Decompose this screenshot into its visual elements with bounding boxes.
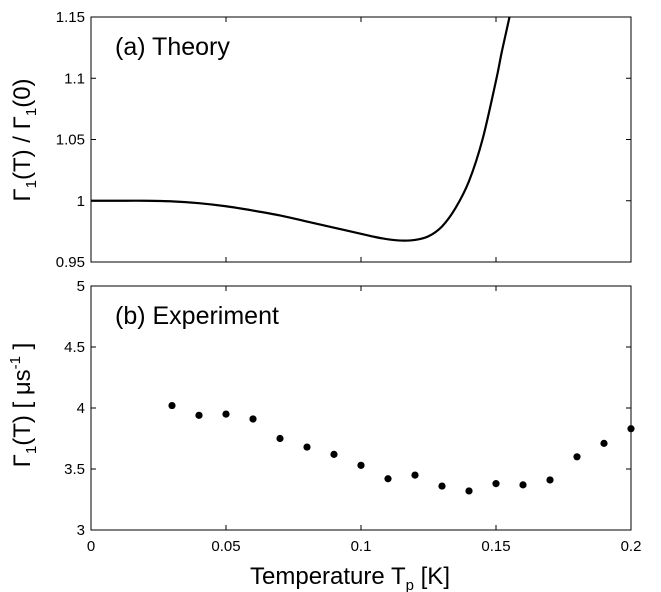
y-tick-label: 1.1 [64, 70, 85, 87]
data-point [519, 481, 527, 489]
data-point [303, 443, 311, 451]
data-point [222, 410, 230, 418]
data-point [546, 476, 554, 484]
panel-b-ytick-labels: 3 3.5 4 4.5 5 [64, 278, 85, 539]
data-point [249, 415, 257, 423]
data-point [600, 439, 608, 447]
x-tick-label: 0.2 [621, 538, 642, 555]
x-tick-label: 0.15 [481, 538, 510, 555]
panel-b-xlabel: Temperature Tp [K] [250, 563, 450, 592]
panel-a: 0.95 1 1.05 1.1 1.15 (a) Theory Γ1(T) / Γ1(0… [9, 9, 632, 271]
y-tick-label: 4.5 [64, 339, 85, 356]
panel-b: 3 3.5 4 4.5 5 0 0.05 0.1 0.15 0.2 (b) Experiment… [7, 278, 641, 592]
data-point [465, 487, 473, 495]
data-point [168, 401, 176, 410]
y-tick-label: 1 [77, 193, 85, 210]
x-tick-label: 0.05 [211, 538, 240, 555]
data-point [627, 425, 635, 433]
y-tick-label: 1.05 [56, 132, 85, 149]
panel-b-ticks [90, 285, 632, 531]
y-tick-label: 1.15 [56, 9, 85, 26]
panel-b-ylabel: Γ1(T) [ μs-1 ] [7, 343, 40, 468]
data-point [357, 461, 365, 469]
data-point [411, 471, 419, 479]
y-tick-label: 4 [77, 400, 85, 417]
data-point [330, 450, 338, 458]
panel-a-label: (a) Theory [115, 33, 230, 61]
panel-a-ytick-labels: 0.95 1 1.05 1.1 1.15 [56, 9, 85, 271]
data-point [438, 482, 446, 490]
data-point [276, 434, 284, 443]
data-point [384, 475, 392, 483]
theory-curve [91, 16, 511, 242]
panel-b-label: (b) Experiment [115, 302, 279, 330]
data-point [573, 453, 581, 461]
x-tick-label: 0.1 [351, 538, 372, 555]
y-tick-label: 5 [77, 278, 85, 295]
panel-b-xtick-labels: 0 0.05 0.1 0.15 0.2 [87, 538, 642, 555]
y-tick-label: 3.5 [64, 461, 85, 478]
y-tick-label: 0.95 [56, 254, 85, 271]
panel-a-ylabel: Γ1(T) / Γ1(0) [9, 78, 40, 201]
experiment-points [168, 401, 635, 495]
data-point [492, 480, 500, 488]
y-tick-label: 3 [77, 522, 85, 539]
x-tick-label: 0 [87, 538, 95, 555]
data-point [195, 411, 203, 419]
